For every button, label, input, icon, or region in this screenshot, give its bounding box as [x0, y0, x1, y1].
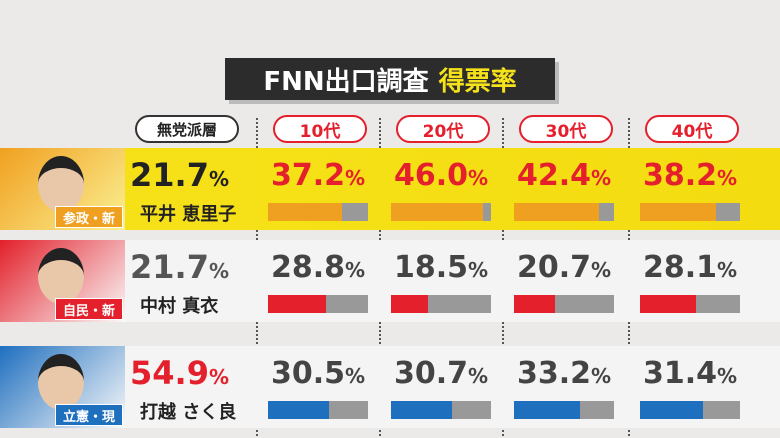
- title-highlight: 得票率: [438, 66, 517, 97]
- unit: %: [467, 258, 489, 282]
- age-rate: 30.7%: [376, 356, 506, 391]
- unit: %: [590, 166, 612, 190]
- candidate-name: 中村 真衣: [140, 296, 219, 317]
- age-rate: 37.2%: [253, 158, 383, 193]
- total-value: 21.7: [130, 156, 209, 194]
- unit: %: [590, 364, 612, 388]
- group-label: 無党派層: [135, 115, 239, 143]
- age-rate-value: 30.5: [270, 356, 345, 391]
- age-rate-value: 28.8: [270, 250, 345, 285]
- bar: [514, 401, 581, 419]
- face: [38, 156, 84, 212]
- age-rate-value: 42.4: [516, 158, 591, 193]
- age-rate: 18.5%: [376, 250, 506, 285]
- age-rate: 42.4%: [499, 158, 629, 193]
- bar-track: [640, 203, 740, 221]
- age-rate: 30.5%: [253, 356, 383, 391]
- bar-track: [391, 295, 491, 313]
- column-label: 30代: [519, 115, 613, 143]
- age-rate: 33.2%: [499, 356, 629, 391]
- bar-track: [391, 203, 491, 221]
- unit: %: [716, 364, 738, 388]
- unit: %: [716, 166, 738, 190]
- unit: %: [590, 258, 612, 282]
- title-box: FNN出口調査 得票率: [225, 58, 555, 100]
- age-rate-value: 30.7: [393, 356, 468, 391]
- total-rate: 21.7%: [130, 248, 229, 286]
- age-rate-value: 37.2: [270, 158, 345, 193]
- total-value: 21.7: [130, 248, 209, 286]
- bar-track: [268, 203, 368, 221]
- title: FNN出口調査: [263, 66, 429, 97]
- age-rate-value: 33.2: [516, 356, 591, 391]
- face: [38, 354, 84, 410]
- age-rate-value: 31.4: [642, 356, 717, 391]
- candidate-row: 参政・新 21.7% 平井 恵里子 37.2% 46.0% 42.4% 38.2%: [0, 148, 780, 230]
- bar: [640, 401, 703, 419]
- unit: %: [344, 166, 366, 190]
- bar: [391, 203, 483, 221]
- unit: %: [208, 167, 229, 191]
- bar-track: [268, 295, 368, 313]
- unit: %: [344, 364, 366, 388]
- bar: [268, 203, 343, 221]
- bar: [391, 401, 453, 419]
- age-rate-value: 38.2: [642, 158, 717, 193]
- candidate-row: 立憲・現 54.9% 打越 さく良 30.5% 30.7% 33.2% 31.4%: [0, 346, 780, 428]
- party-tag: 自民・新: [55, 298, 123, 320]
- party-tag: 立憲・現: [55, 404, 123, 426]
- unit: %: [208, 259, 229, 283]
- age-rate: 46.0%: [376, 158, 506, 193]
- bar-track: [514, 401, 614, 419]
- bar: [268, 295, 326, 313]
- age-rate-value: 20.7: [516, 250, 591, 285]
- bar: [640, 203, 717, 221]
- bar-track: [640, 295, 740, 313]
- unit: %: [716, 258, 738, 282]
- bar: [268, 401, 329, 419]
- age-rate: 38.2%: [625, 158, 755, 193]
- bar-track: [514, 295, 614, 313]
- bar: [391, 295, 428, 313]
- age-rate: 28.8%: [253, 250, 383, 285]
- bar-track: [640, 401, 740, 419]
- candidate-name: 打越 さく良: [140, 402, 237, 423]
- unit: %: [467, 364, 489, 388]
- unit: %: [467, 166, 489, 190]
- unit: %: [208, 365, 229, 389]
- bar: [640, 295, 697, 313]
- age-rate-value: 18.5: [393, 250, 468, 285]
- age-rate: 28.1%: [625, 250, 755, 285]
- column-label: 40代: [645, 115, 739, 143]
- total-value: 54.9: [130, 354, 209, 392]
- party-tag: 参政・新: [55, 206, 123, 228]
- candidate-name: 平井 恵里子: [140, 204, 237, 225]
- bar: [514, 295, 556, 313]
- column-label: 10代: [273, 115, 367, 143]
- age-rate: 20.7%: [499, 250, 629, 285]
- age-rate-value: 46.0: [393, 158, 468, 193]
- total-rate: 54.9%: [130, 354, 229, 392]
- face: [38, 248, 84, 304]
- bar-track: [514, 203, 614, 221]
- age-rate: 31.4%: [625, 356, 755, 391]
- bar-track: [268, 401, 368, 419]
- candidate-row: 自民・新 21.7% 中村 真衣 28.8% 18.5% 20.7% 28.1%: [0, 240, 780, 322]
- total-rate: 21.7%: [130, 156, 229, 194]
- age-rate-value: 28.1: [642, 250, 717, 285]
- unit: %: [344, 258, 366, 282]
- bar: [514, 203, 599, 221]
- bar-track: [391, 401, 491, 419]
- column-label: 20代: [396, 115, 490, 143]
